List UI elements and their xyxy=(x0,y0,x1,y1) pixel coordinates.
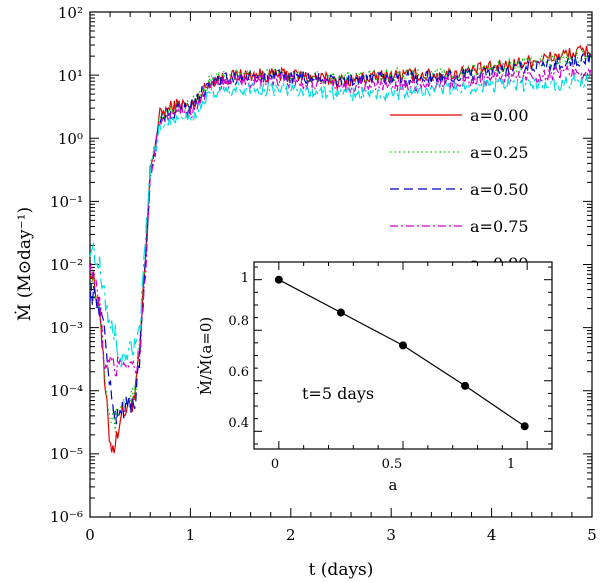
y-tick-label: 10⁻⁶ xyxy=(50,508,83,526)
inset-y-tick-label: 1 xyxy=(241,271,249,286)
inset-y-tick-label: 0.6 xyxy=(228,365,249,380)
series-line-a-0.75 xyxy=(89,64,592,377)
inset-y-tick-label: 0.8 xyxy=(228,314,249,329)
inset-plot: 0 0.5 1 0.4 0.6 0.8 1 a Ṁ/Ṁ(a=0) t=5 day… xyxy=(197,261,553,494)
inset-annotation: t=5 days xyxy=(302,384,374,403)
inset-point xyxy=(461,381,470,390)
y-tick-label: 10⁻⁴ xyxy=(50,382,83,400)
x-tick-label: 0 xyxy=(85,526,95,544)
y-tick-label: 10⁻¹ xyxy=(50,193,83,211)
main-x-tick-labels: 0 1 2 3 4 5 xyxy=(85,526,597,544)
inset-axis-ticks xyxy=(254,262,552,449)
inset-y-tick-label: 0.4 xyxy=(228,416,249,431)
x-tick-label: 4 xyxy=(487,526,497,544)
x-tick-label: 2 xyxy=(286,526,296,544)
y-axis-title: Ṁ (M⊙day⁻¹) xyxy=(14,207,35,321)
y-tick-label: 10⁻⁵ xyxy=(50,445,83,463)
inset-x-axis-title: a xyxy=(389,476,398,494)
legend-label: a=0.75 xyxy=(470,217,529,236)
inset-point xyxy=(274,275,283,284)
x-tick-label: 1 xyxy=(186,526,196,544)
inset-point xyxy=(520,422,529,431)
y-tick-label: 10¹ xyxy=(58,67,83,85)
x-axis-title: t (days) xyxy=(309,560,374,580)
x-tick-label: 5 xyxy=(587,526,597,544)
y-tick-label: 10⁰ xyxy=(58,130,83,148)
legend-label: a=0.25 xyxy=(470,143,529,162)
series-line-a-0.50 xyxy=(89,52,592,425)
inset-y-axis-title: Ṁ/Ṁ(a=0) xyxy=(197,317,215,396)
legend-label: a=0.00 xyxy=(470,106,529,125)
main-y-tick-labels: 10⁻⁶ 10⁻⁵ 10⁻⁴ 10⁻³ 10⁻² 10⁻¹ 10⁰ 10¹ 10… xyxy=(50,4,83,526)
inset-point xyxy=(399,341,407,350)
legend: a=0.00 a=0.25 a=0.50 a=0.75 a=0.99 xyxy=(390,106,529,273)
y-tick-label: 10⁻² xyxy=(50,256,83,274)
y-tick-label: 10⁻³ xyxy=(50,319,83,337)
x-tick-label: 3 xyxy=(386,526,396,544)
inset-x-tick-label: 0.5 xyxy=(382,457,403,472)
inset-x-tick-label: 1 xyxy=(507,457,515,472)
inset-series-group xyxy=(274,275,529,431)
main-series-group xyxy=(89,44,592,454)
y-tick-label: 10² xyxy=(58,4,83,22)
legend-label: a=0.50 xyxy=(470,180,529,199)
inset-x-tick-label: 0 xyxy=(271,457,279,472)
series-line-a-0.99 xyxy=(89,73,592,368)
main-axis-ticks xyxy=(89,11,593,518)
inset-point xyxy=(336,308,345,317)
